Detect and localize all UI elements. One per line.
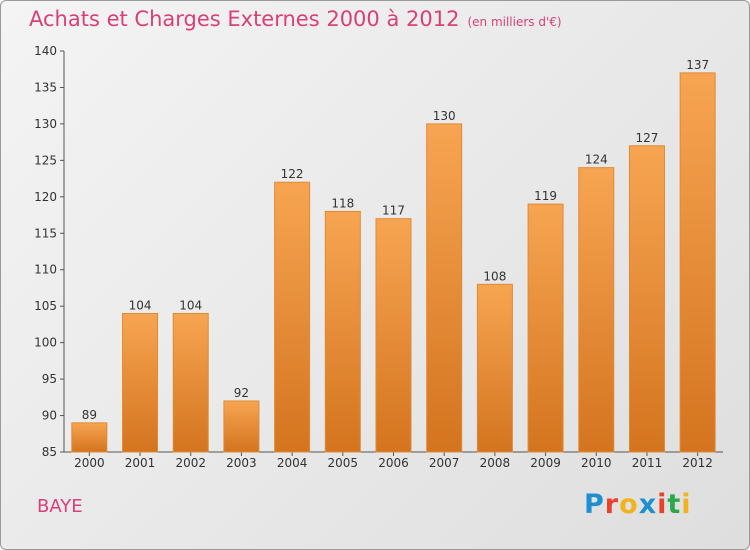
- x-tick-label-2000: 2000: [74, 456, 105, 470]
- y-tick-label: 120: [34, 190, 57, 204]
- bar-2001: [122, 312, 159, 453]
- proxiti-logo: Proxiti: [584, 489, 692, 520]
- y-tick-label: 140: [34, 44, 57, 58]
- y-tick-label: 105: [34, 299, 57, 313]
- location-label: BAYE: [37, 496, 83, 517]
- x-tick-label-2008: 2008: [480, 456, 511, 470]
- chart-subtitle: (en milliers d'€): [467, 15, 562, 29]
- logo-letter: x: [638, 489, 658, 520]
- bar-2012: [679, 72, 716, 453]
- bar-2006: [375, 218, 412, 453]
- bar-2008: [476, 283, 513, 453]
- x-tick-label-2012: 2012: [682, 456, 713, 470]
- bar-2011: [628, 145, 665, 453]
- y-tick-label: 135: [34, 80, 57, 94]
- x-tick-label-2003: 2003: [226, 456, 257, 470]
- value-label-2005: 118: [331, 196, 354, 210]
- bar-2009: [527, 203, 564, 453]
- bar-2002: [172, 312, 209, 453]
- bar-2003: [223, 400, 260, 453]
- logo-letter: i: [657, 489, 668, 520]
- axes: 85 90 95 100 105 110 115 120 125 130 135 140 2000 200…: [34, 44, 723, 470]
- value-label-2012: 137: [686, 58, 709, 72]
- logo-letter: i: [681, 489, 692, 520]
- value-label-2009: 119: [534, 189, 557, 203]
- value-label-2008: 108: [483, 269, 506, 283]
- y-tick-label: 85: [42, 445, 57, 459]
- logo-letter: P: [584, 489, 605, 520]
- value-label-2011: 127: [636, 131, 659, 145]
- value-label-2001: 104: [129, 298, 152, 312]
- x-tick-label-2006: 2006: [378, 456, 409, 470]
- value-label-2006: 117: [382, 204, 405, 218]
- y-tick-label: 100: [34, 336, 57, 350]
- value-label-2003: 92: [234, 386, 249, 400]
- y-tick-label: 130: [34, 117, 57, 131]
- y-tick-label: 95: [42, 372, 57, 386]
- x-tick-label-2005: 2005: [328, 456, 359, 470]
- bars-group: [71, 72, 716, 453]
- value-label-2002: 104: [179, 298, 202, 312]
- x-tick-label-2001: 2001: [125, 456, 156, 470]
- x-tick-label-2010: 2010: [581, 456, 612, 470]
- bar-2004: [274, 181, 311, 453]
- y-tick-label: 110: [34, 263, 57, 277]
- value-label-2000: 89: [82, 408, 97, 422]
- y-tick-label: 125: [34, 153, 57, 167]
- logo-letter: o: [619, 489, 639, 520]
- bar-2005: [324, 210, 361, 453]
- x-tick-label-2002: 2002: [175, 456, 206, 470]
- x-tick-label-2011: 2011: [632, 456, 663, 470]
- chart-title-block: Achats et Charges Externes 2000 à 2012 (e…: [29, 7, 562, 31]
- x-tick-label-2009: 2009: [530, 456, 561, 470]
- x-tick-label-2004: 2004: [277, 456, 308, 470]
- y-tick-label: 115: [34, 226, 57, 240]
- bar-2007: [426, 123, 463, 453]
- chart-title: Achats et Charges Externes 2000 à 2012: [29, 7, 460, 31]
- bar-2000: [71, 422, 108, 453]
- value-label-2010: 124: [585, 153, 608, 167]
- logo-letter: t: [667, 489, 682, 520]
- x-tick-label-2007: 2007: [429, 456, 460, 470]
- value-labels-group: 89 104 104 92 122 118 117 130 108 119 124 127 137: [82, 58, 709, 422]
- value-label-2007: 130: [433, 109, 456, 123]
- bar-2010: [578, 167, 615, 453]
- logo-letter: r: [604, 489, 620, 520]
- value-label-2004: 122: [281, 167, 304, 181]
- y-tick-label: 90: [42, 409, 57, 423]
